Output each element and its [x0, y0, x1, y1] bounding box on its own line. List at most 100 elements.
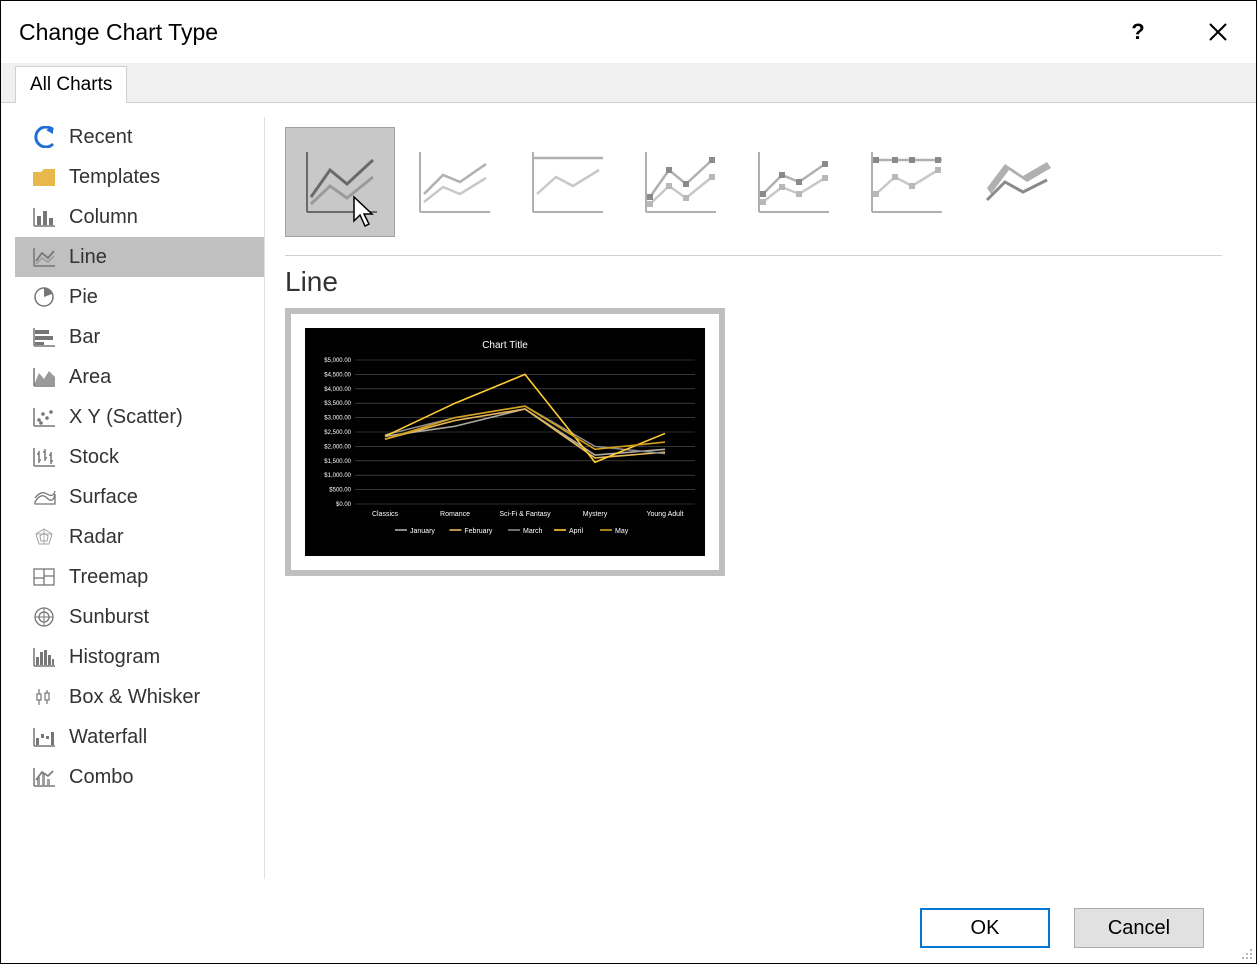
sidebar-item-surface[interactable]: Surface	[15, 477, 264, 517]
cancel-button[interactable]: Cancel	[1074, 908, 1204, 948]
sidebar-item-label: Line	[69, 246, 107, 269]
chart-preview[interactable]: Chart Title $0.00 $500.00 $1,000.00 $1,500.0…	[285, 308, 725, 576]
ok-button[interactable]: OK	[920, 908, 1050, 948]
subtype-100-stacked-line-markers-icon	[860, 142, 950, 222]
sidebar-item-line[interactable]: Line	[15, 237, 264, 277]
subtype-100-stacked-line-markers[interactable]	[850, 127, 960, 237]
svg-text:$4,500.00: $4,500.00	[324, 372, 351, 378]
sidebar-item-label: Area	[69, 366, 111, 389]
area-icon	[29, 363, 59, 391]
svg-text:$1,500.00: $1,500.00	[324, 459, 351, 465]
sunburst-icon	[29, 603, 59, 631]
sidebar-item-boxwhisker[interactable]: Box & Whisker	[15, 677, 264, 717]
titlebar: Change Chart Type ?	[1, 1, 1256, 63]
sidebar-item-label: Surface	[69, 486, 138, 509]
chart-preview-svg: Chart Title $0.00 $500.00 $1,000.00 $1,500.0…	[305, 328, 705, 556]
section-title: Line	[285, 266, 1222, 298]
svg-text:$500.00: $500.00	[329, 488, 351, 494]
footer: OK Cancel	[1, 893, 1256, 963]
svg-text:$4,000.00: $4,000.00	[324, 387, 351, 393]
svg-text:March: March	[523, 528, 543, 535]
sidebar-item-label: Bar	[69, 326, 100, 349]
sidebar-item-sunburst[interactable]: Sunburst	[15, 597, 264, 637]
subtype-stacked-line-markers-icon	[747, 142, 837, 222]
sidebar-item-label: Treemap	[69, 566, 148, 589]
svg-text:$3,000.00: $3,000.00	[324, 416, 351, 422]
subtype-line[interactable]	[285, 127, 395, 237]
change-chart-type-dialog: Change Chart Type ? All Charts Recent	[0, 0, 1257, 964]
svg-text:Sci-Fi & Fantasy: Sci-Fi & Fantasy	[499, 511, 551, 518]
svg-text:Chart Title: Chart Title	[482, 340, 528, 351]
chart-subtype-row	[285, 127, 1222, 256]
sidebar-item-bar[interactable]: Bar	[15, 317, 264, 357]
sidebar-item-label: Pie	[69, 286, 98, 309]
subtype-line-markers-icon	[634, 142, 724, 222]
chart-category-sidebar: Recent Templates Column Line	[15, 117, 265, 879]
sidebar-item-scatter[interactable]: X Y (Scatter)	[15, 397, 264, 437]
close-icon	[1208, 22, 1228, 42]
close-button[interactable]	[1198, 12, 1238, 52]
sidebar-item-histogram[interactable]: Histogram	[15, 637, 264, 677]
pie-icon	[29, 283, 59, 311]
bar-icon	[29, 323, 59, 351]
subtype-100-stacked-line[interactable]	[511, 127, 621, 237]
svg-text:$1,000.00: $1,000.00	[324, 473, 351, 479]
sidebar-item-label: Recent	[69, 126, 132, 149]
templates-icon	[29, 163, 59, 191]
svg-text:May: May	[615, 528, 629, 535]
content-area: Recent Templates Column Line	[1, 103, 1256, 893]
sidebar-item-label: X Y (Scatter)	[69, 406, 183, 429]
column-icon	[29, 203, 59, 231]
help-button[interactable]: ?	[1118, 12, 1158, 52]
sidebar-item-label: Stock	[69, 446, 119, 469]
sidebar-item-pie[interactable]: Pie	[15, 277, 264, 317]
sidebar-item-column[interactable]: Column	[15, 197, 264, 237]
recent-icon	[29, 123, 59, 151]
subtype-100-stacked-line-icon	[521, 142, 611, 222]
sidebar-item-recent[interactable]: Recent	[15, 117, 264, 157]
svg-text:Mystery: Mystery	[583, 511, 608, 518]
resize-grip-icon[interactable]	[1237, 944, 1253, 960]
svg-text:April: April	[569, 528, 583, 535]
subtype-3d-line-icon	[973, 142, 1063, 222]
subtype-stacked-line[interactable]	[398, 127, 508, 237]
tab-all-charts[interactable]: All Charts	[15, 66, 127, 103]
sidebar-item-waterfall[interactable]: Waterfall	[15, 717, 264, 757]
scatter-icon	[29, 403, 59, 431]
cursor-icon	[352, 195, 376, 229]
subtype-stacked-line-icon	[408, 142, 498, 222]
tabstrip: All Charts	[1, 63, 1256, 103]
subtype-3d-line[interactable]	[963, 127, 1073, 237]
sidebar-item-label: Templates	[69, 166, 160, 189]
svg-text:Romance: Romance	[440, 511, 470, 518]
sidebar-item-treemap[interactable]: Treemap	[15, 557, 264, 597]
sidebar-item-stock[interactable]: Stock	[15, 437, 264, 477]
radar-icon	[29, 523, 59, 551]
subtype-line-markers[interactable]	[624, 127, 734, 237]
sidebar-item-label: Waterfall	[69, 726, 147, 749]
sidebar-item-area[interactable]: Area	[15, 357, 264, 397]
stock-icon	[29, 443, 59, 471]
sidebar-item-label: Histogram	[69, 646, 160, 669]
sidebar-item-label: Combo	[69, 766, 133, 789]
dialog-title: Change Chart Type	[19, 19, 218, 46]
waterfall-icon	[29, 723, 59, 751]
svg-text:February: February	[464, 528, 493, 535]
sidebar-item-combo[interactable]: Combo	[15, 757, 264, 797]
sidebar-item-label: Box & Whisker	[69, 686, 200, 709]
boxwhisker-icon	[29, 683, 59, 711]
svg-text:$0.00: $0.00	[336, 502, 352, 508]
svg-text:$2,000.00: $2,000.00	[324, 444, 351, 450]
surface-icon	[29, 483, 59, 511]
svg-text:Young Adult: Young Adult	[646, 511, 683, 518]
sidebar-item-templates[interactable]: Templates	[15, 157, 264, 197]
sidebar-item-radar[interactable]: Radar	[15, 517, 264, 557]
svg-text:Classics: Classics	[372, 511, 399, 518]
line-icon	[29, 243, 59, 271]
histogram-icon	[29, 643, 59, 671]
svg-text:January: January	[410, 528, 435, 535]
sidebar-item-label: Radar	[69, 526, 123, 549]
subtype-stacked-line-markers[interactable]	[737, 127, 847, 237]
sidebar-item-label: Sunburst	[69, 606, 149, 629]
sidebar-item-label: Column	[69, 206, 138, 229]
